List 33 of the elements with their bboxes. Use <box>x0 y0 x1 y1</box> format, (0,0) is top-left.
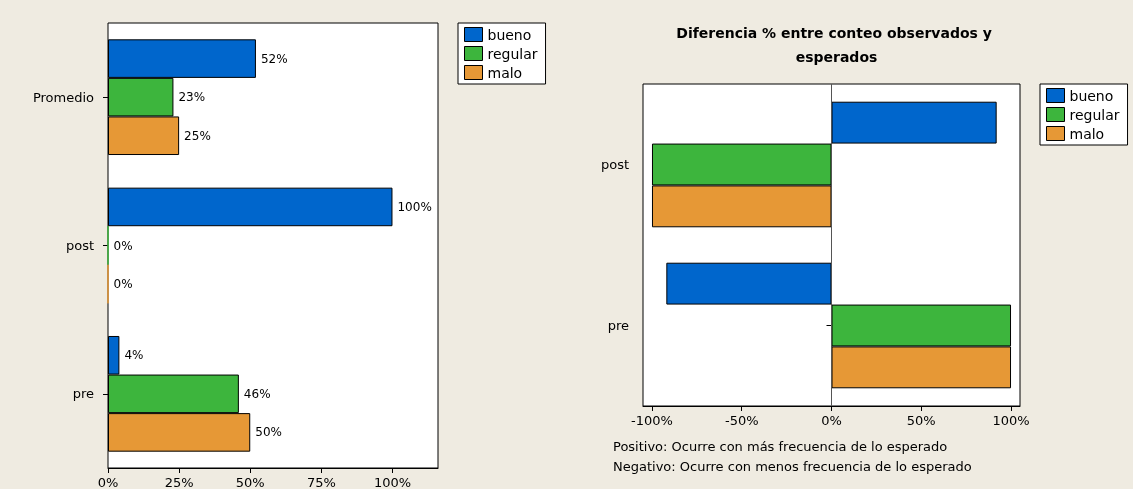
legend-label: malo <box>1069 125 1105 142</box>
legend-label: regular <box>487 45 538 62</box>
x-tick-label: 100% <box>992 413 1030 428</box>
y-tick-label: pre <box>607 318 629 333</box>
x-tick-label: 50% <box>906 413 936 428</box>
data-label: 23% <box>178 90 206 105</box>
x-tick-label: 100% <box>373 475 412 489</box>
y-tick-label: post <box>65 238 94 253</box>
y-tick-label: post <box>600 157 629 172</box>
x-tick-label: -50% <box>724 413 759 428</box>
data-label: 25% <box>184 128 211 143</box>
x-tick-label: 0% <box>821 413 842 428</box>
x-tick-label: 75% <box>306 475 336 489</box>
text: Negativo: Ocurre con menos frecuencia de lo esperado <box>613 459 972 474</box>
data-label: 0% <box>113 277 133 292</box>
x-tick-label: 0% <box>97 475 119 489</box>
x-tick-label: -100% <box>631 413 673 428</box>
x-tick-label: 25% <box>164 475 194 489</box>
legend-label: bueno <box>487 26 532 43</box>
data-label: 52% <box>260 51 288 66</box>
data-label: 50% <box>255 425 282 440</box>
legend-label: bueno <box>1069 87 1114 104</box>
y-tick-label: pre <box>72 386 94 402</box>
text: Positivo: Ocurre con más frecuencia de lo esperado <box>613 439 948 454</box>
data-label: 0% <box>113 238 133 253</box>
y-tick-label: Promedio <box>32 89 95 105</box>
chart-title: Diferencia % entre conteo observados y esperados <box>676 25 997 65</box>
data-label: 100% <box>397 199 432 214</box>
legend-label: malo <box>487 64 523 81</box>
data-label: 4% <box>124 348 144 363</box>
data-label: 46% <box>243 386 271 401</box>
legend-label: regular <box>1069 106 1120 123</box>
x-tick-label: 50% <box>235 475 265 489</box>
